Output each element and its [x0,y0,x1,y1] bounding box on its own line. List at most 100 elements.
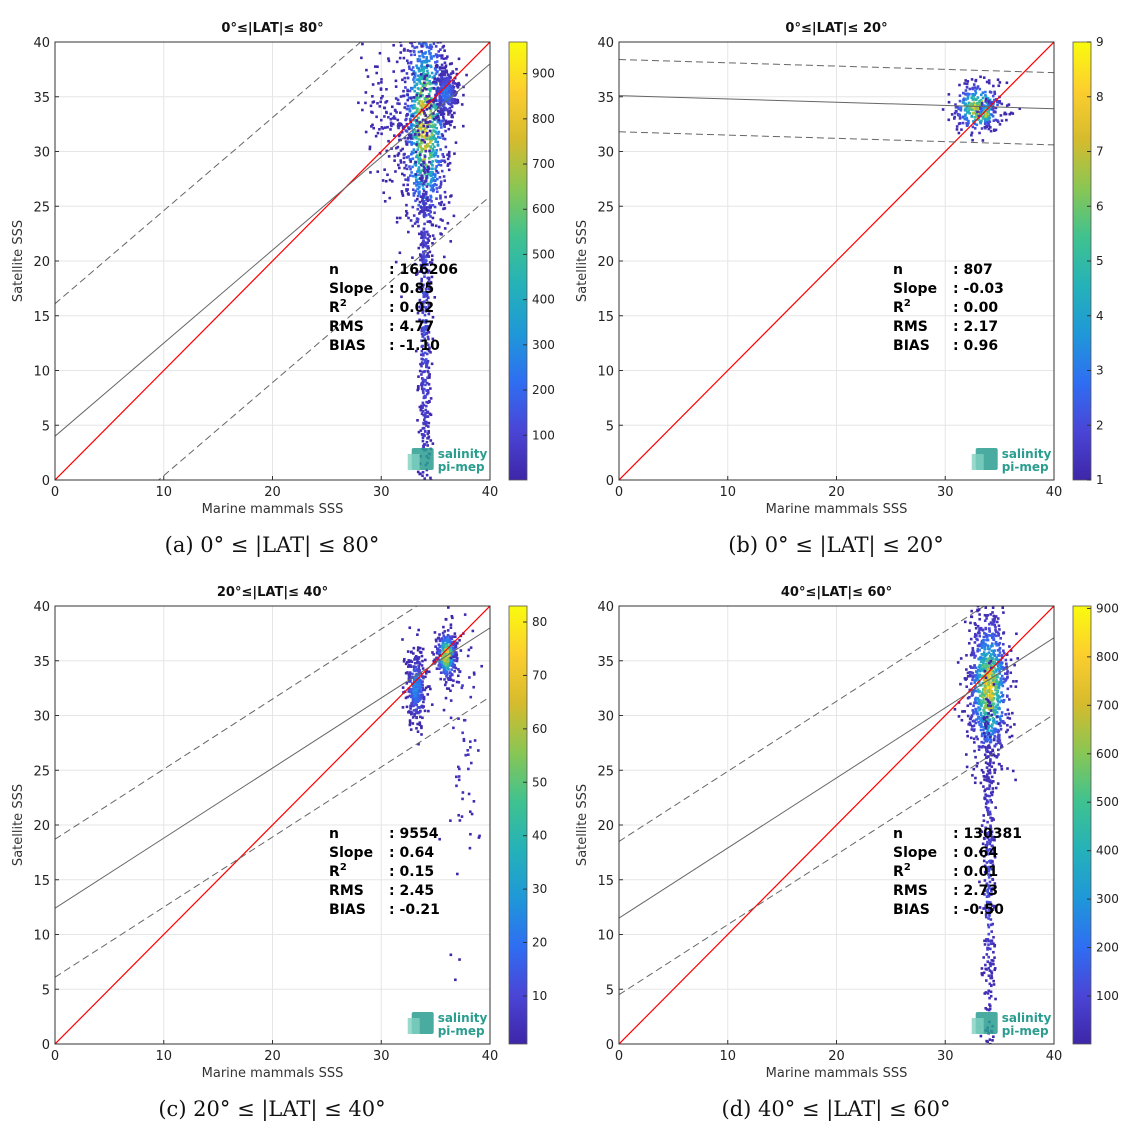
density-cell [419,181,422,184]
density-cell [421,389,425,393]
density-cell [966,111,969,114]
stat-value: : 0.02 [389,300,434,316]
density-cell [984,95,988,99]
density-cell [972,737,976,741]
density-cell [437,163,441,167]
y-tick-label: 35 [33,655,50,670]
x-tick-label: 40 [1046,485,1063,500]
density-cell [987,682,990,685]
density-cell [995,720,999,724]
density-cell [957,131,961,135]
density-cell [468,846,472,850]
density-cell [991,1039,994,1042]
density-cell [421,308,424,312]
density-cell [437,118,441,122]
density-cell [995,642,999,646]
density-cell [982,106,986,110]
density-cell [993,943,997,947]
density-cell [457,765,460,769]
density-cell [993,734,997,738]
density-cell [994,626,997,629]
density-cell [435,165,438,168]
density-cell [447,606,450,609]
density-cell [973,122,977,125]
density-cell [981,587,984,590]
density-cell [418,721,422,724]
density-cell [423,266,427,270]
density-cell [417,690,421,693]
density-cell [418,42,421,45]
density-cell [988,910,991,914]
density-cell [977,748,981,751]
density-cell [420,69,424,72]
density-cell [423,528,426,531]
density-cell [430,133,434,136]
density-cell [411,675,414,679]
density-cell [454,645,458,649]
density-cell [970,714,974,717]
density-cell [398,111,402,115]
density-cell [980,104,984,107]
density-cell [435,60,439,63]
colorbar [1072,605,1092,1045]
density-cell [443,83,447,87]
density-cell [424,307,428,310]
density-cell [434,140,437,143]
density-cell [399,51,403,54]
density-cell [981,96,985,100]
density-cell [431,186,434,189]
density-cell [443,190,447,194]
density-cell [419,73,423,76]
density-cell [441,639,445,643]
density-cell [993,653,997,657]
density-cell [425,66,429,69]
density-cell [986,811,990,815]
density-cell [434,96,437,100]
density-cell [458,819,462,822]
density-cell [1000,102,1004,106]
density-cell [990,101,993,105]
density-cell [429,413,433,417]
density-cell [453,111,456,115]
density-cell [422,199,426,203]
density-cell [982,728,985,732]
density-cell [996,690,1000,694]
density-cell [420,77,424,81]
density-cell [984,979,988,982]
density-cell [418,305,421,309]
density-cell [986,779,989,783]
density-cell [993,616,997,619]
density-cell [449,699,453,702]
density-cell [413,85,417,89]
density-cell [977,114,981,118]
density-cell [974,632,977,636]
density-cell [428,89,432,93]
density-cell [448,644,451,647]
density-cell [959,682,962,686]
density-cell [993,713,996,716]
density-cell [422,695,426,699]
density-cell [988,690,991,694]
density-cell [991,863,995,867]
stat-label: RMS [893,883,928,899]
density-cell [469,576,472,579]
density-cell [441,73,445,77]
density-cell [992,728,996,731]
density-cell [430,30,433,33]
density-cell [421,695,425,699]
density-cell [990,819,994,822]
density-cell [1008,112,1012,116]
density-cell [422,521,425,524]
density-cell [469,740,472,743]
density-cell [980,700,984,704]
density-cell [455,101,459,105]
density-cell [424,287,428,291]
density-cell [430,261,434,265]
density-cell [432,129,435,132]
density-cell [985,866,989,870]
density-cell [975,103,979,106]
density-cell [399,149,403,152]
density-cell [426,142,430,146]
density-cell [1006,716,1010,720]
